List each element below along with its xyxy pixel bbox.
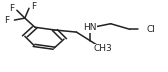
Text: Cl: Cl <box>146 25 155 34</box>
Text: HN: HN <box>83 23 97 32</box>
Text: F: F <box>31 2 36 11</box>
Text: F: F <box>4 16 9 25</box>
Text: F: F <box>9 4 14 13</box>
Text: CH3: CH3 <box>94 44 113 53</box>
